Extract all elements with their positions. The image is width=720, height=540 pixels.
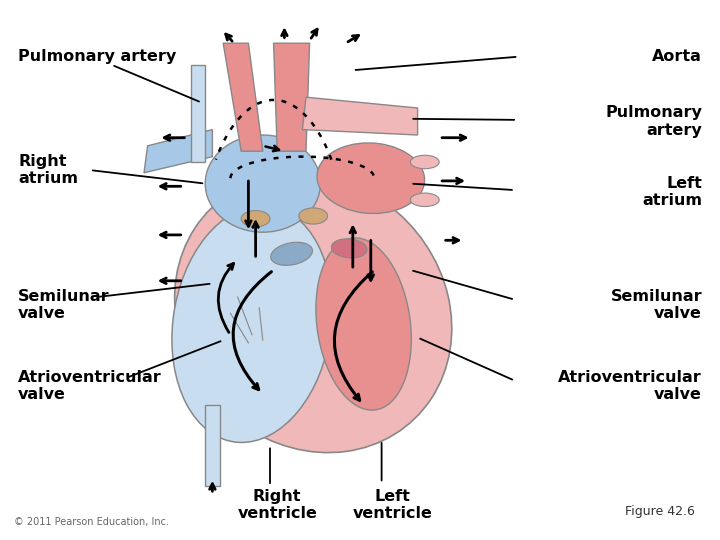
Text: © 2011 Pearson Education, Inc.: © 2011 Pearson Education, Inc. <box>14 516 169 526</box>
Text: Right
ventricle: Right ventricle <box>238 489 317 521</box>
Ellipse shape <box>410 193 439 206</box>
Text: Left
ventricle: Left ventricle <box>353 489 432 521</box>
Ellipse shape <box>299 208 328 224</box>
Ellipse shape <box>331 239 367 258</box>
Polygon shape <box>302 97 418 135</box>
Text: Semilunar
valve: Semilunar valve <box>611 289 702 321</box>
Text: Aorta: Aorta <box>652 49 702 64</box>
Polygon shape <box>223 43 263 151</box>
Text: Atrioventricular
valve: Atrioventricular valve <box>558 370 702 402</box>
Ellipse shape <box>175 174 451 453</box>
Text: Right
atrium: Right atrium <box>18 154 78 186</box>
Text: Figure 42.6: Figure 42.6 <box>625 505 695 518</box>
Polygon shape <box>191 65 205 162</box>
Polygon shape <box>274 43 310 151</box>
Text: Left
atrium: Left atrium <box>642 176 702 208</box>
Ellipse shape <box>271 242 312 265</box>
Ellipse shape <box>241 211 270 227</box>
Polygon shape <box>205 405 220 486</box>
Ellipse shape <box>205 135 320 232</box>
Polygon shape <box>144 130 212 173</box>
Ellipse shape <box>317 143 425 213</box>
Text: Pulmonary artery: Pulmonary artery <box>18 49 176 64</box>
Text: Pulmonary
artery: Pulmonary artery <box>605 105 702 138</box>
Text: Semilunar
valve: Semilunar valve <box>18 289 109 321</box>
Ellipse shape <box>172 206 332 442</box>
Ellipse shape <box>410 156 439 168</box>
Ellipse shape <box>316 238 411 410</box>
Text: Atrioventricular
valve: Atrioventricular valve <box>18 370 162 402</box>
